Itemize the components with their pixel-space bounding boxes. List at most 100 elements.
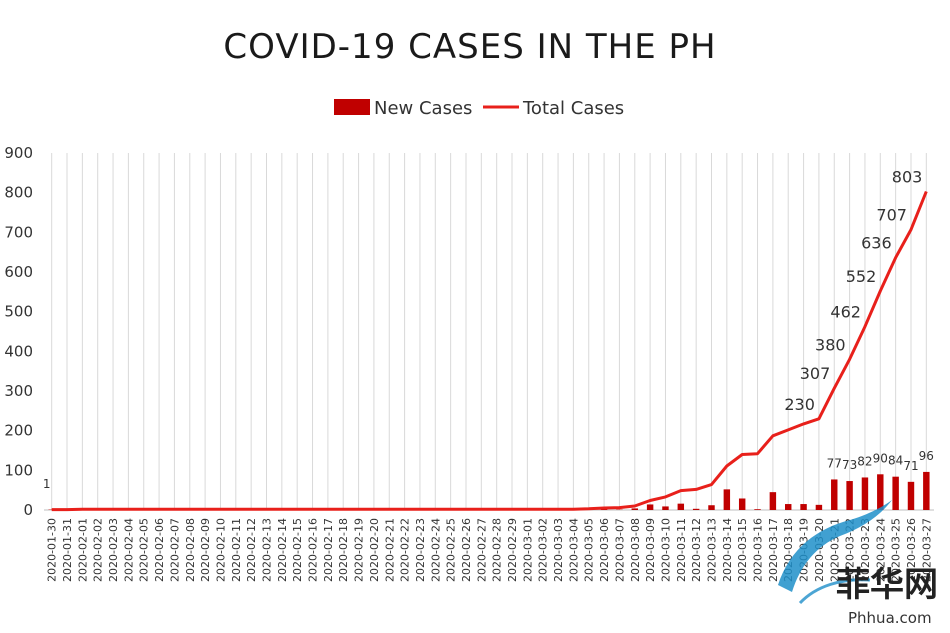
x-tick-label: 2020-03-06 <box>598 518 611 582</box>
x-tick-label: 2020-02-20 <box>368 518 381 582</box>
new-cases-data-label: 73 <box>842 458 857 472</box>
new-cases-bar <box>861 477 869 510</box>
x-tick-label: 2020-02-27 <box>475 518 488 582</box>
grid <box>44 153 934 511</box>
chart-title: COVID-19 CASES IN THE PH <box>223 27 716 67</box>
x-tick-label: 2020-03-15 <box>736 518 749 582</box>
x-tick-label: 2020-02-09 <box>199 518 212 582</box>
x-axis: 2020-01-30 2020-01-31 2020-02-01 2020-02-02… <box>46 518 934 582</box>
total-cases-data-label: 636 <box>861 234 892 253</box>
legend-total-cases-label: Total Cases <box>522 98 624 119</box>
x-tick-label: 2020-03-02 <box>537 518 550 582</box>
x-tick-label: 2020-03-03 <box>552 518 565 582</box>
legend-new-cases-label: New Cases <box>374 98 472 119</box>
y-tick-label: 800 <box>4 184 33 202</box>
dragon-logo-icon <box>778 500 892 592</box>
x-tick-label: 2020-03-07 <box>613 518 626 582</box>
new-cases-bar <box>708 505 715 510</box>
y-axis: 0 100 200 300 400 500 600 700 800 900 <box>4 144 33 519</box>
x-tick-label: 2020-02-13 <box>261 518 274 582</box>
x-tick-label: 2020-02-08 <box>184 518 197 582</box>
x-tick-label: 2020-02-01 <box>76 518 89 582</box>
x-tick-label: 2020-03-04 <box>567 518 580 582</box>
x-tick-label: 2020-02-18 <box>337 518 350 582</box>
y-tick-label: 400 <box>4 342 33 360</box>
x-tick-label: 2020-02-24 <box>429 518 442 582</box>
new-cases-data-label: 96 <box>919 449 934 463</box>
total-cases-data-label: 230 <box>784 395 815 414</box>
watermark-url: Phhua.com <box>848 609 932 627</box>
x-tick-label: 2020-03-25 <box>890 518 903 582</box>
x-tick-label: 2020-03-09 <box>644 518 657 582</box>
y-tick-label: 700 <box>4 223 33 241</box>
new-cases-bar <box>923 471 930 510</box>
x-tick-label: 2020-03-08 <box>629 518 642 582</box>
new-cases-bar <box>631 508 638 510</box>
total-cases-line <box>51 190 928 512</box>
x-tick-label: 2020-03-27 <box>920 518 933 582</box>
x-tick-label: 2020-02-21 <box>383 518 396 582</box>
x-tick-label: 2020-03-05 <box>583 518 596 582</box>
total-cases-data-label: 552 <box>846 267 877 286</box>
total-cases-data-label: 803 <box>892 167 923 186</box>
new-cases-bars <box>48 471 930 510</box>
new-cases-data-label: 90 <box>873 451 888 465</box>
new-cases-bar <box>800 504 807 510</box>
new-cases-bar <box>723 489 731 510</box>
total-cases-data-label: 307 <box>800 364 831 383</box>
total-cases-data-label: 380 <box>815 335 846 354</box>
x-tick-label: 2020-02-28 <box>491 518 504 582</box>
x-tick-label: 2020-02-25 <box>445 518 458 582</box>
x-tick-label: 2020-03-10 <box>659 518 672 582</box>
legend-new-cases-swatch <box>334 99 370 115</box>
new-cases-bar <box>846 481 853 510</box>
new-cases-bar <box>831 479 838 510</box>
new-cases-bar <box>815 504 823 510</box>
new-cases-bar <box>662 506 669 510</box>
new-cases-bar <box>646 504 654 510</box>
x-tick-label: 2020-03-22 <box>844 518 857 582</box>
x-tick-label: 2020-02-11 <box>230 518 243 582</box>
x-tick-label: 2020-02-15 <box>291 518 304 582</box>
x-tick-label: 2020-03-11 <box>675 518 688 582</box>
x-tick-label: 2020-03-17 <box>767 518 780 582</box>
x-tick-label: 2020-02-23 <box>414 518 427 582</box>
x-tick-label: 2020-03-01 <box>521 518 534 582</box>
x-tick-label: 2020-01-31 <box>61 518 74 582</box>
x-tick-label: 2020-02-26 <box>460 518 473 582</box>
new-cases-bar <box>600 509 608 510</box>
x-tick-label: 2020-02-19 <box>353 518 366 582</box>
new-cases-bar <box>892 476 899 510</box>
new-cases-data-label: 82 <box>857 454 872 468</box>
x-tick-label: 2020-02-05 <box>138 518 151 582</box>
total-cases-data-label: 462 <box>830 303 861 322</box>
x-tick-label: 2020-02-10 <box>214 518 227 582</box>
y-tick-label: 200 <box>4 422 33 440</box>
x-tick-label: 2020-02-04 <box>122 518 135 582</box>
new-cases-data-label: 84 <box>888 454 903 468</box>
new-cases-bar <box>677 503 685 510</box>
x-tick-label: 2020-02-03 <box>107 518 120 582</box>
new-cases-bar <box>769 492 777 510</box>
x-tick-label: 2020-03-16 <box>752 518 765 582</box>
x-tick-label: 2020-02-14 <box>276 518 289 582</box>
x-tick-label: 2020-02-22 <box>399 518 412 582</box>
y-tick-label: 300 <box>4 382 33 400</box>
legend: New Cases Total Cases <box>334 98 624 119</box>
new-cases-bar <box>877 474 884 510</box>
x-tick-label: 2020-02-12 <box>245 518 258 582</box>
x-tick-label: 2020-02-29 <box>506 518 519 582</box>
new-cases-bar <box>754 509 761 510</box>
x-tick-label: 2020-02-02 <box>92 518 105 582</box>
y-tick-label: 500 <box>4 303 33 321</box>
new-cases-bar <box>907 481 915 510</box>
watermark-cn-text: 菲华网 <box>836 565 938 605</box>
new-cases-data-label: 77 <box>827 456 842 470</box>
x-tick-label: 2020-02-07 <box>168 518 181 582</box>
x-tick-label: 2020-02-06 <box>153 518 166 582</box>
new-cases-bar <box>692 508 700 510</box>
x-tick-label: 2020-03-14 <box>721 518 734 582</box>
new-cases-data-label: 1 <box>43 477 51 491</box>
